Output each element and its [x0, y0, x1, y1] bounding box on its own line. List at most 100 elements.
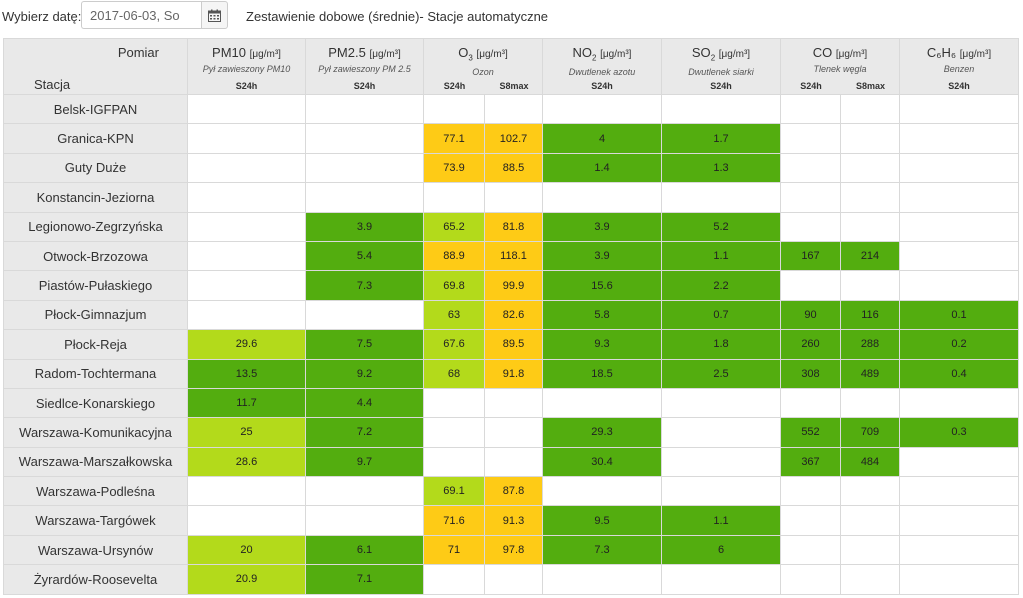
value-cell [840, 123, 900, 154]
unit-label: [μg/m³] [600, 49, 632, 60]
table-row: Żyrardów-Roosevelta 20.9 7.1 [3, 564, 1019, 595]
value-cell: 67.6 [423, 329, 485, 360]
value-cell [305, 505, 424, 536]
value-cell [840, 387, 900, 419]
value-cell: 29.3 [542, 417, 662, 448]
value-cell [187, 270, 306, 301]
value-cell: 69.8 [423, 270, 485, 301]
value-cell [187, 505, 306, 536]
value-cell [780, 476, 841, 507]
table-row: Warszawa-Komunikacyjna 25 7.2 29.3 552 709 0.3 [3, 417, 1019, 448]
value-cell: 6.1 [305, 534, 424, 566]
calendar-icon [208, 9, 221, 22]
value-cell: 30.4 [542, 446, 662, 478]
station-name[interactable]: Konstancin-Jeziorna [3, 182, 188, 213]
value-cell [899, 152, 1019, 184]
value-cell [661, 446, 781, 478]
value-cell: 489 [840, 358, 900, 389]
value-cell: 69.1 [423, 476, 485, 507]
value-cell: 5.2 [661, 211, 781, 242]
value-cell: 90 [780, 299, 841, 331]
station-name[interactable]: Granica-KPN [3, 123, 188, 154]
station-name[interactable]: Otwock-Brzozowa [3, 240, 188, 272]
value-cell: 88.9 [423, 240, 485, 272]
table-row: Granica-KPN 77.1 102.7 4 1.7 [3, 123, 1019, 154]
station-name[interactable]: Płock-Reja [3, 329, 188, 360]
type-label: S8max [499, 81, 529, 91]
value-cell [780, 505, 841, 536]
value-cell: 9.7 [305, 446, 424, 478]
table-row: Guty Duże 73.9 88.5 1.4 1.3 [3, 152, 1019, 184]
value-cell [899, 564, 1019, 595]
station-name[interactable]: Warszawa-Komunikacyjna [3, 417, 188, 448]
station-name[interactable]: Żyrardów-Roosevelta [3, 564, 188, 595]
value-cell: 0.4 [899, 358, 1019, 389]
value-cell [423, 417, 485, 448]
value-cell [305, 152, 424, 184]
value-cell [305, 93, 424, 125]
value-cell: 7.3 [542, 534, 662, 566]
type-label: S24h [948, 81, 970, 91]
pollutant-header-so2: SO2 [μg/m³] Dwutlenek siarki S24h [661, 38, 781, 95]
summary-title: Zestawienie dobowe (średnie)- Stacje aut… [246, 9, 549, 24]
value-cell: 0.7 [661, 299, 781, 331]
value-cell [305, 476, 424, 507]
value-cell [542, 93, 662, 125]
station-name[interactable]: Guty Duże [3, 152, 188, 184]
value-cell: 18.5 [542, 358, 662, 389]
station-name[interactable]: Warszawa-Marszałkowska [3, 446, 188, 478]
calendar-button[interactable] [201, 1, 228, 29]
value-cell [780, 534, 841, 566]
value-cell: 9.2 [305, 358, 424, 389]
type-label: S8max [855, 81, 886, 91]
pollutant-name: CO [812, 45, 833, 60]
station-name[interactable]: Belsk-IGFPAN [3, 93, 188, 125]
value-cell: 102.7 [484, 123, 543, 154]
table-row: Warszawa-Targówek 71.6 91.3 9.5 1.1 [3, 505, 1019, 536]
station-name[interactable]: Siedlce-Konarskiego [3, 387, 188, 419]
station-name[interactable]: Płock-Gimnazjum [3, 299, 188, 331]
station-name[interactable]: Warszawa-Podleśna [3, 476, 188, 507]
value-cell [780, 152, 841, 184]
value-cell: 0.1 [899, 299, 1019, 331]
value-cell [780, 387, 841, 419]
station-name[interactable]: Legionowo-Zegrzyńska [3, 211, 188, 242]
table-row: Radom-Tochtermana 13.5 9.2 68 91.8 18.5 2.5 308… [3, 358, 1019, 389]
station-name[interactable]: Radom-Tochtermana [3, 358, 188, 389]
value-cell [305, 123, 424, 154]
value-cell: 3.9 [305, 211, 424, 242]
date-input[interactable] [81, 1, 201, 29]
table-row: Otwock-Brzozowa 5.4 88.9 118.1 3.9 1.1 167 214 [3, 240, 1019, 272]
value-cell [423, 446, 485, 478]
value-cell [899, 387, 1019, 419]
corner-header: Pomiar Stacja [3, 38, 188, 95]
toolbar: Wybierz datę: Zestawienie dobowe (średni… [0, 0, 1023, 34]
station-name[interactable]: Warszawa-Ursynów [3, 534, 188, 566]
value-cell: 7.5 [305, 329, 424, 360]
pollutant-name: O [458, 45, 469, 60]
table-body: Belsk-IGFPAN Granica-KPN 77.1 102.7 4 1.7 Guty… [3, 93, 1019, 595]
pollutant-desc: Benzen [943, 64, 975, 74]
value-cell [840, 182, 900, 213]
station-name[interactable]: Piastów-Pułaskiego [3, 270, 188, 301]
value-cell: 167 [780, 240, 841, 272]
value-cell [423, 387, 485, 419]
pollutant-desc: Dwutlenek azotu [568, 66, 636, 77]
value-cell [840, 505, 900, 536]
value-cell: 5.8 [542, 299, 662, 331]
value-cell: 214 [840, 240, 900, 272]
pollutant-desc: Tlenek węgla [813, 64, 867, 74]
value-cell: 7.1 [305, 564, 424, 595]
unit-label: [μg/m³] [835, 49, 868, 60]
value-cell: 1.8 [661, 329, 781, 360]
value-cell: 63 [423, 299, 485, 331]
station-name[interactable]: Warszawa-Targówek [3, 505, 188, 536]
type-label: S24h [443, 81, 466, 91]
value-cell [661, 387, 781, 419]
value-cell: 71 [423, 534, 485, 566]
pollutant-sub: 2 [710, 53, 716, 63]
value-cell: 87.8 [484, 476, 543, 507]
value-cell: 13.5 [187, 358, 306, 389]
value-cell: 308 [780, 358, 841, 389]
table-row: Siedlce-Konarskiego 11.7 4.4 [3, 387, 1019, 419]
